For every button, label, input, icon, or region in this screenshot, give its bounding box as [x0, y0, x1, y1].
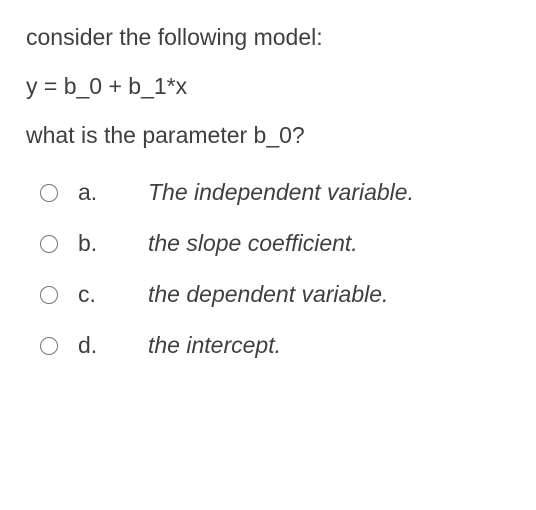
question-line-1: consider the following model: — [26, 22, 510, 53]
question-block: consider the following model: y = b_0 + … — [26, 22, 510, 151]
option-radio-c[interactable] — [40, 286, 58, 304]
option-radio-b[interactable] — [40, 235, 58, 253]
option-radio-a[interactable] — [40, 184, 58, 202]
option-letter-b: b. — [78, 230, 132, 257]
option-text-d: the intercept. — [148, 332, 281, 359]
option-row-d: d. the intercept. — [40, 332, 510, 359]
question-line-2: y = b_0 + b_1*x — [26, 71, 510, 102]
option-letter-c: c. — [78, 281, 132, 308]
option-radio-d[interactable] — [40, 337, 58, 355]
options-list: a. The independent variable. b. the slop… — [26, 179, 510, 359]
option-row-b: b. the slope coefficient. — [40, 230, 510, 257]
option-row-a: a. The independent variable. — [40, 179, 510, 206]
option-letter-a: a. — [78, 179, 132, 206]
question-line-3: what is the parameter b_0? — [26, 120, 510, 151]
option-text-b: the slope coefficient. — [148, 230, 358, 257]
option-letter-d: d. — [78, 332, 132, 359]
option-text-c: the dependent variable. — [148, 281, 388, 308]
option-text-a: The independent variable. — [148, 179, 414, 206]
quiz-container: consider the following model: y = b_0 + … — [0, 0, 536, 405]
option-row-c: c. the dependent variable. — [40, 281, 510, 308]
